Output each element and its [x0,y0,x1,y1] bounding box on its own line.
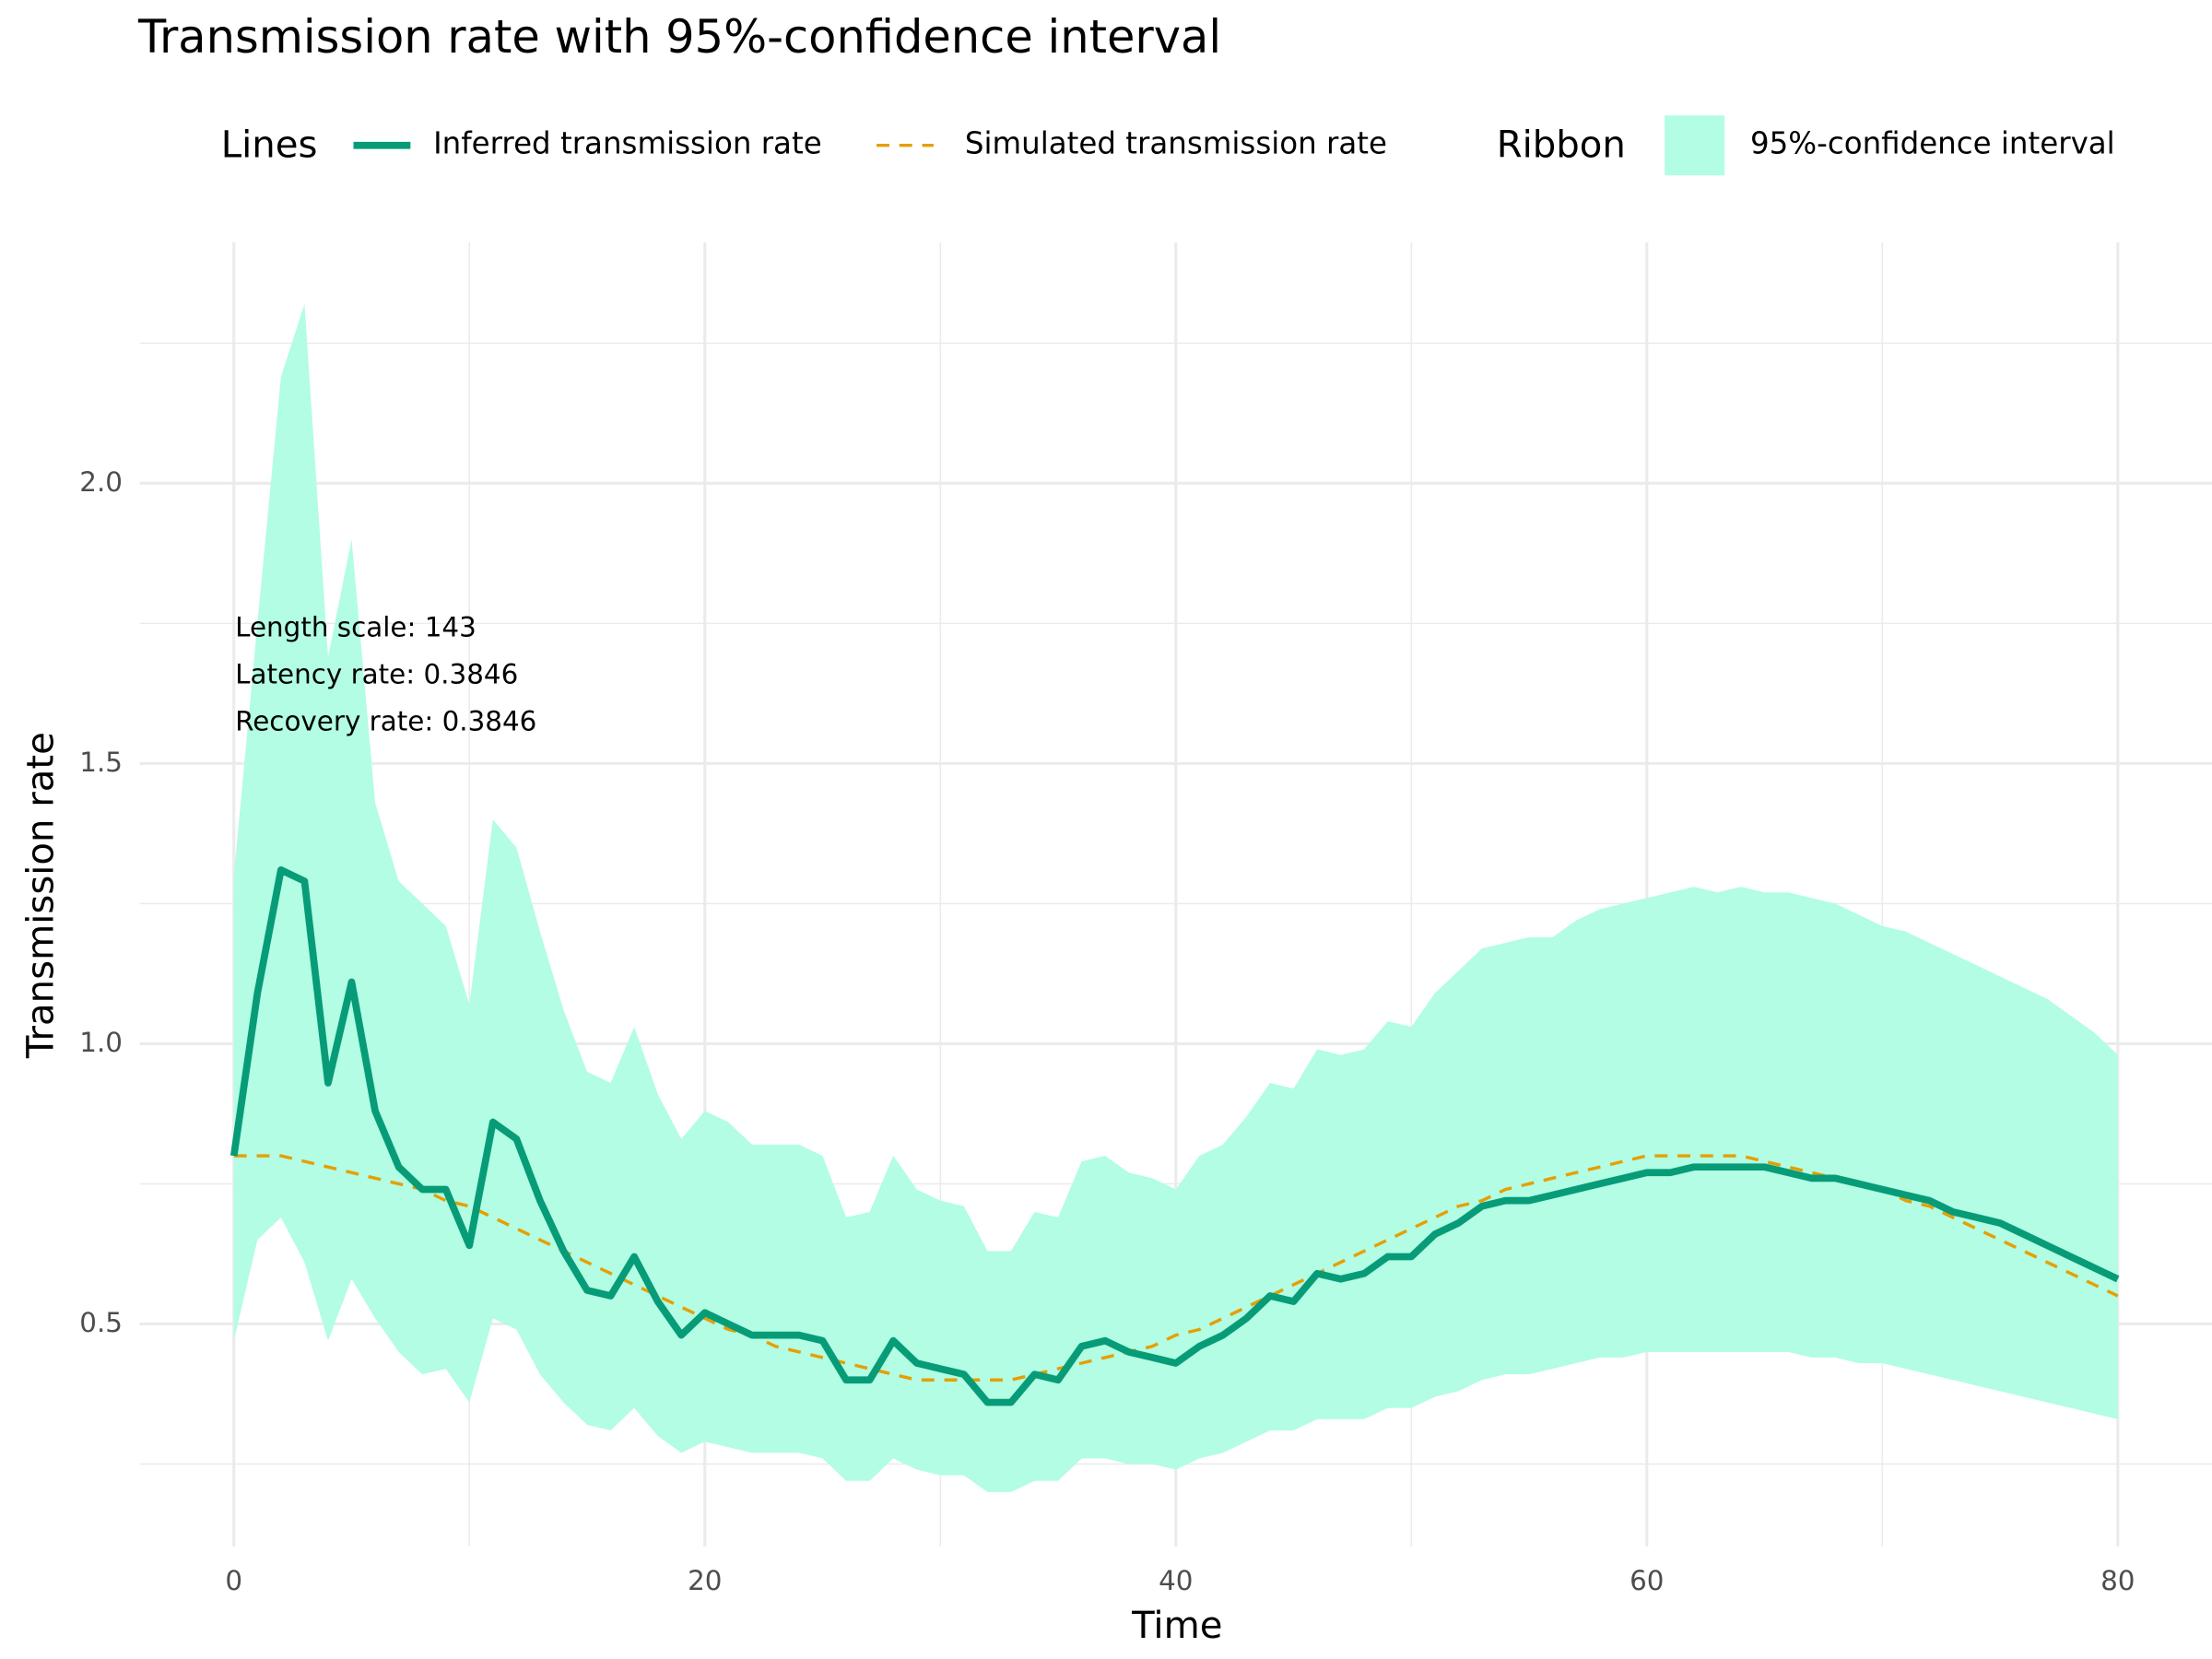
legend-swatch [1665,115,1725,176]
legend: Lines Ribbon Inferred transmission rate S… [221,115,2115,176]
series-line [229,866,2120,1406]
plot-area [229,303,2120,1492]
x-tick-label: 0 [225,1565,242,1596]
legend-label: 95%-confidence interval [1750,126,2115,161]
x-tick-label: 80 [2100,1565,2135,1596]
y-axis-label: Transmission rate [19,732,62,1059]
annotations: Length scale: 143 Latency rate: 0.3846 Rec… [235,611,536,736]
legend-label: Inferred transmission rate [433,126,822,161]
x-tick-label: 60 [1630,1565,1664,1596]
y-tick-label: 2.0 [79,466,123,498]
legend-title: Lines [221,124,318,166]
annotation: Recovery rate: 0.3846 [235,706,536,737]
chart-title: Transmission rate with 95%-confidence in… [137,10,1221,64]
x-axis-label: Time [1131,1605,1222,1647]
annotation: Length scale: 143 [235,611,477,642]
legend-label: Simulated transmission rate [965,126,1387,161]
x-tick-label: 20 [688,1565,722,1596]
y-tick-label: 1.5 [79,747,123,778]
legend-title: Ribbon [1497,124,1626,166]
annotation: Latency rate: 0.3846 [235,658,518,689]
y-tick-label: 0.5 [79,1307,123,1338]
confidence-ribbon [233,303,2118,1492]
x-tick-label: 40 [1159,1565,1193,1596]
series-line [233,1154,2119,1382]
y-tick-label: 1.0 [79,1027,123,1058]
